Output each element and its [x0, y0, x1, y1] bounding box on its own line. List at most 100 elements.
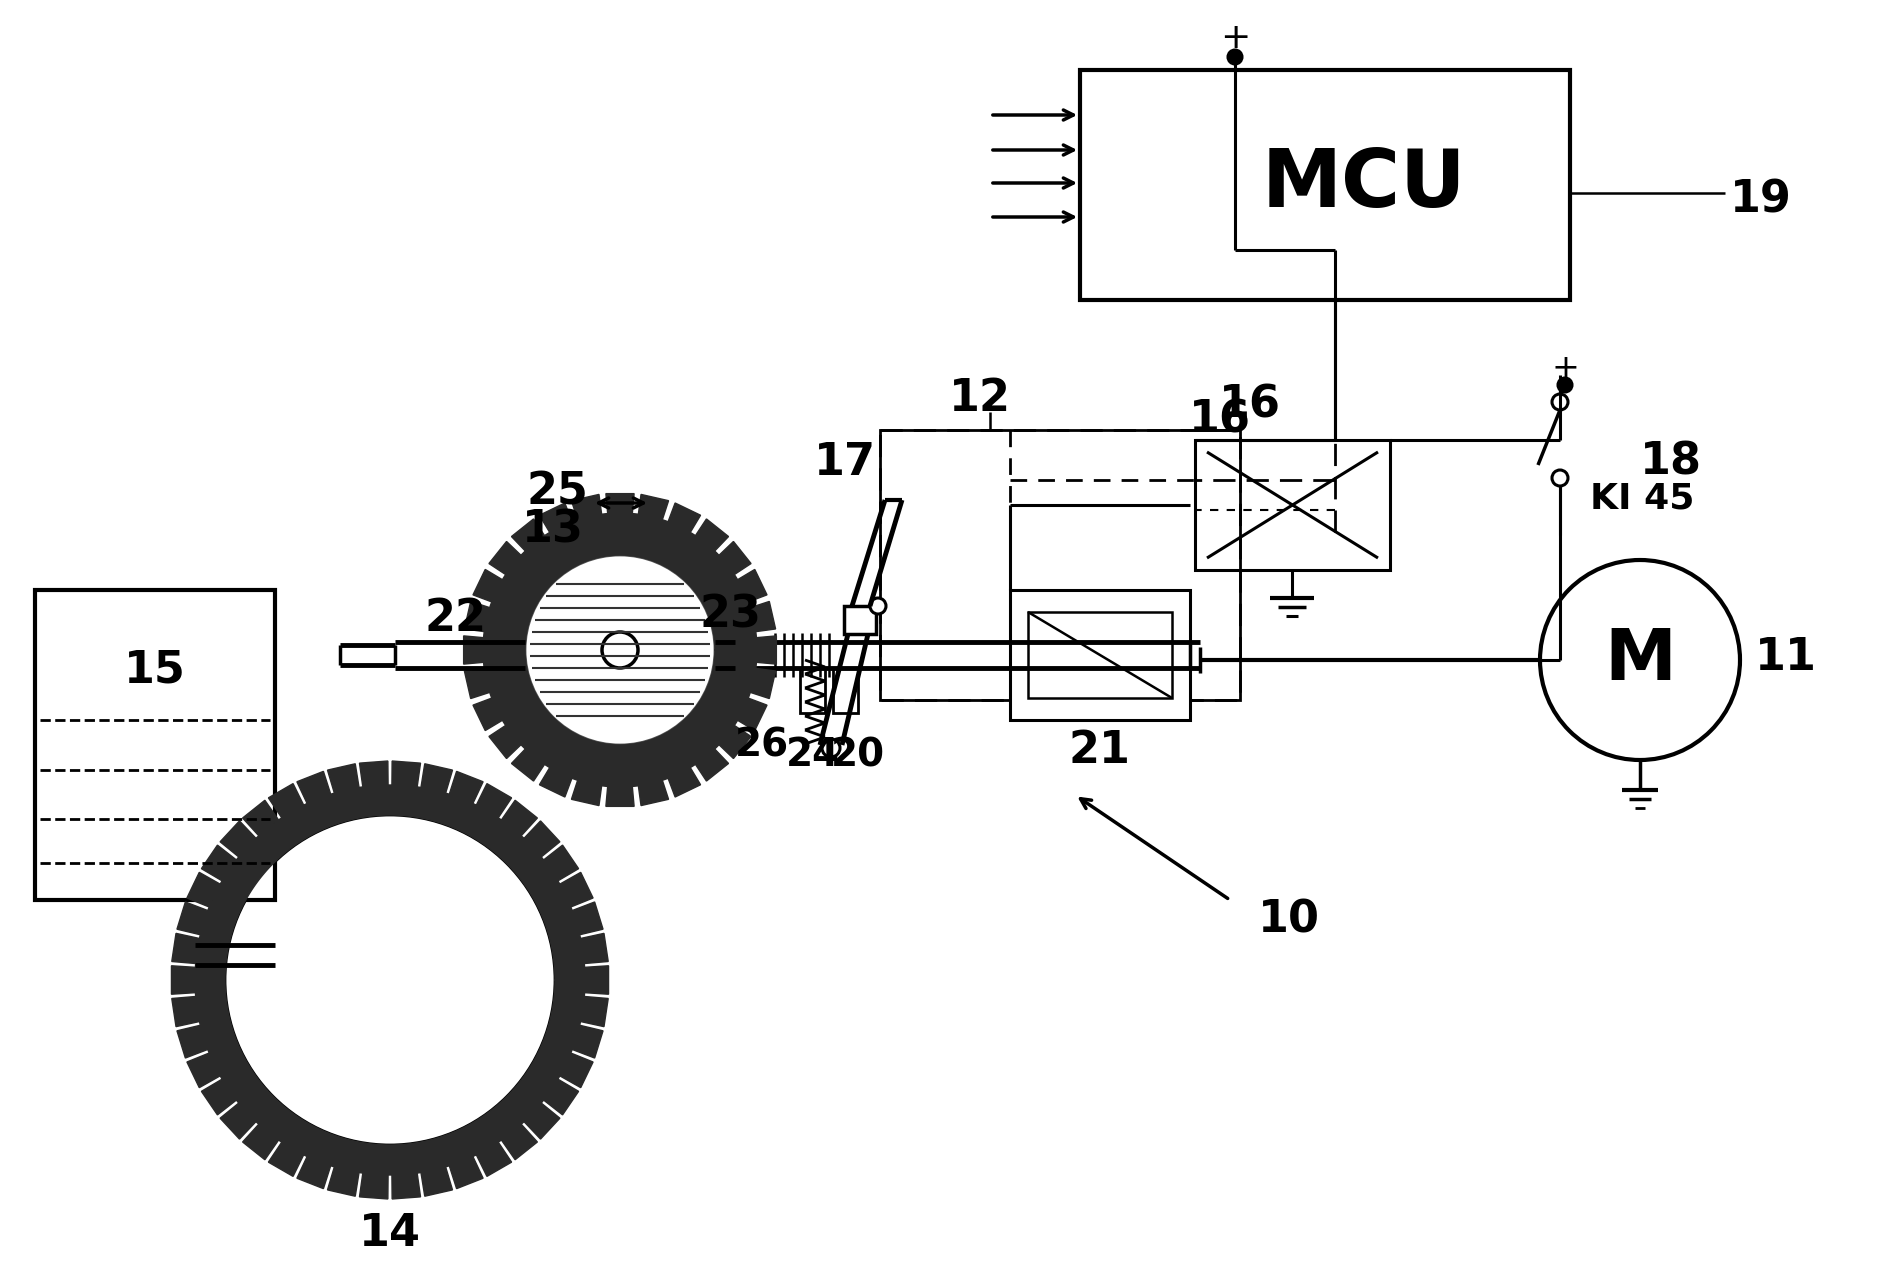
Polygon shape — [738, 569, 766, 601]
Polygon shape — [171, 996, 200, 1027]
Circle shape — [1551, 470, 1568, 486]
Bar — [1196, 440, 1390, 570]
Text: 19: 19 — [1730, 178, 1793, 222]
Polygon shape — [719, 726, 751, 759]
Polygon shape — [580, 933, 608, 964]
Polygon shape — [359, 1173, 388, 1199]
Polygon shape — [420, 1167, 452, 1196]
Circle shape — [1540, 560, 1739, 760]
Polygon shape — [464, 668, 490, 699]
Polygon shape — [525, 1103, 561, 1140]
Bar — [1009, 590, 1190, 720]
Circle shape — [1551, 394, 1568, 410]
Polygon shape — [559, 872, 593, 906]
Polygon shape — [719, 541, 751, 574]
Polygon shape — [639, 495, 669, 519]
Polygon shape — [202, 845, 236, 881]
Polygon shape — [420, 764, 452, 794]
Polygon shape — [540, 503, 572, 532]
Text: 16: 16 — [1219, 383, 1281, 427]
Polygon shape — [297, 1156, 331, 1188]
Bar — [1028, 612, 1173, 697]
Polygon shape — [502, 1124, 538, 1160]
Text: 11: 11 — [1755, 636, 1817, 678]
Polygon shape — [449, 1156, 483, 1188]
Polygon shape — [559, 1053, 593, 1087]
Text: 21: 21 — [1068, 728, 1131, 772]
Polygon shape — [268, 1142, 304, 1177]
Text: 20: 20 — [831, 736, 886, 774]
Polygon shape — [268, 783, 304, 818]
Polygon shape — [751, 601, 776, 632]
Text: 16: 16 — [1188, 399, 1251, 441]
Text: M: M — [1604, 626, 1677, 695]
Polygon shape — [477, 1142, 511, 1177]
Bar — [34, 590, 276, 900]
Text: MCU: MCU — [1262, 146, 1466, 224]
Polygon shape — [544, 1079, 578, 1115]
Polygon shape — [359, 762, 388, 787]
Bar — [1080, 71, 1570, 300]
Polygon shape — [738, 699, 766, 731]
Polygon shape — [667, 768, 701, 797]
Bar — [844, 606, 876, 635]
Polygon shape — [464, 636, 483, 664]
Text: 26: 26 — [736, 726, 789, 764]
Polygon shape — [502, 800, 538, 836]
Polygon shape — [473, 699, 502, 731]
Polygon shape — [511, 749, 544, 781]
Polygon shape — [196, 785, 586, 1176]
Bar — [880, 429, 1239, 700]
Polygon shape — [572, 903, 603, 935]
Polygon shape — [667, 503, 701, 532]
Bar — [880, 429, 1239, 700]
Text: 15: 15 — [124, 649, 186, 691]
Polygon shape — [696, 749, 728, 781]
Polygon shape — [544, 845, 578, 881]
Bar — [800, 668, 825, 713]
Text: KI 45: KI 45 — [1589, 481, 1694, 515]
Polygon shape — [525, 820, 561, 856]
Polygon shape — [473, 569, 502, 601]
Polygon shape — [606, 786, 635, 806]
Polygon shape — [449, 772, 483, 804]
Circle shape — [871, 597, 886, 614]
Text: 24: 24 — [785, 736, 840, 774]
Polygon shape — [243, 800, 279, 836]
Polygon shape — [572, 1026, 603, 1058]
Polygon shape — [464, 601, 490, 632]
Polygon shape — [392, 1173, 420, 1199]
Polygon shape — [243, 1124, 279, 1160]
Polygon shape — [540, 768, 572, 797]
Polygon shape — [639, 781, 669, 805]
Text: 25: 25 — [527, 470, 587, 514]
Text: +: + — [1551, 351, 1580, 385]
Circle shape — [224, 815, 555, 1145]
Polygon shape — [586, 965, 608, 995]
Text: +: + — [1220, 21, 1251, 55]
Polygon shape — [221, 1103, 257, 1140]
Polygon shape — [186, 872, 221, 906]
Text: 12: 12 — [949, 377, 1011, 419]
Polygon shape — [177, 903, 207, 935]
Polygon shape — [392, 762, 420, 787]
Polygon shape — [221, 820, 257, 856]
Polygon shape — [327, 764, 359, 794]
Polygon shape — [327, 1167, 359, 1196]
Circle shape — [1559, 378, 1572, 392]
Polygon shape — [606, 494, 635, 514]
Polygon shape — [297, 772, 331, 804]
Circle shape — [603, 632, 639, 668]
Text: 13: 13 — [523, 509, 584, 551]
Polygon shape — [751, 668, 776, 699]
Polygon shape — [177, 1026, 207, 1058]
Circle shape — [821, 738, 840, 756]
Polygon shape — [580, 996, 608, 1027]
Bar — [833, 668, 857, 713]
Polygon shape — [483, 513, 757, 787]
Text: 14: 14 — [359, 1213, 420, 1255]
Text: 23: 23 — [700, 594, 760, 636]
Polygon shape — [572, 781, 601, 805]
Polygon shape — [171, 965, 196, 995]
Polygon shape — [489, 726, 521, 759]
